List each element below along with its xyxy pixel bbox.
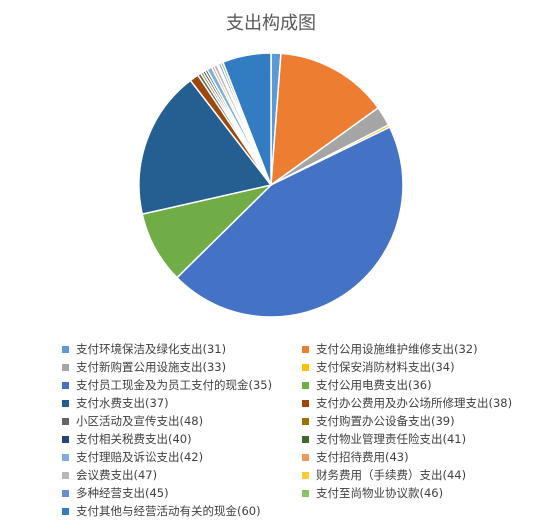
pie-slice-7 <box>138 79 273 216</box>
legend-label: 财务费用（手续费）支出(44) <box>316 468 467 482</box>
legend-swatch <box>62 399 69 407</box>
legend-item: 支付至尚物业协议款(46) <box>302 484 532 502</box>
chart-title: 支出构成图 <box>226 13 316 34</box>
legend-label: 支付至尚物业协议款(46) <box>316 486 444 500</box>
legend-swatch <box>302 471 309 479</box>
legend-swatch <box>62 435 69 443</box>
legend-swatch <box>62 471 69 479</box>
legend-item: 支付相关税费支出(40) <box>62 430 292 448</box>
legend-label: 支付水费支出(37) <box>76 396 169 410</box>
pie-slice-5 <box>175 126 404 318</box>
legend-item: 支付办公费用及办公场所修理支出(38) <box>302 394 532 412</box>
pie-chart <box>138 52 404 318</box>
legend-item: 支付公用电费支出(36) <box>302 376 532 394</box>
legend-swatch <box>302 399 309 407</box>
legend-swatch <box>62 489 69 497</box>
legend-item: 支付保安消防材料支出(34) <box>302 358 532 376</box>
legend-item: 支付招待费用(43) <box>302 448 532 466</box>
legend-swatch <box>62 417 69 425</box>
legend-item: 支付其他与经营活动有关的现金(60) <box>62 502 292 520</box>
legend-item: 支付公用设施维护维修支出(32) <box>302 340 532 358</box>
legend-label: 支付新购置公用设施支出(33) <box>76 360 227 374</box>
legend-label: 支付相关税费支出(40) <box>76 432 192 446</box>
legend-swatch <box>302 345 309 353</box>
legend-swatch <box>302 381 309 389</box>
legend-item: 支付水费支出(37) <box>62 394 292 412</box>
legend-swatch <box>302 453 309 461</box>
legend-swatch <box>62 453 69 461</box>
legend-label: 支付保安消防材料支出(34) <box>316 360 455 374</box>
legend-item: 多种经营支出(45) <box>62 484 292 502</box>
legend-label: 支付办公费用及办公场所修理支出(38) <box>316 396 513 410</box>
legend-label: 会议费支出(47) <box>76 468 158 482</box>
legend-item: 小区活动及宣传支出(48) <box>62 412 292 430</box>
legend-label: 支付招待费用(43) <box>316 450 409 464</box>
legend-swatch <box>62 363 69 371</box>
legend-swatch <box>62 381 69 389</box>
pie-slice-2 <box>270 52 380 187</box>
legend-item: 会议费支出(47) <box>62 466 292 484</box>
legend-swatch <box>62 345 69 353</box>
legend-swatch <box>302 435 309 443</box>
legend-item: 支付新购置公用设施支出(33) <box>62 358 292 376</box>
legend-swatch <box>62 507 69 515</box>
legend-label: 支付公用设施维护维修支出(32) <box>316 342 478 356</box>
legend-label: 支付理赔及诉讼支出(42) <box>76 450 204 464</box>
legend-item: 支付物业管理责任险支出(41) <box>302 430 532 448</box>
legend-item: 支付理赔及诉讼支出(42) <box>62 448 292 466</box>
legend-label: 支付物业管理责任险支出(41) <box>316 432 467 446</box>
legend-swatch <box>302 417 309 425</box>
legend-item: 支付环境保洁及绿化支出(31) <box>62 340 292 358</box>
legend-swatch <box>302 489 309 497</box>
legend-swatch <box>302 363 309 371</box>
legend-label: 支付员工现金及为员工支付的现金(35) <box>76 378 273 392</box>
legend-item: 财务费用（手续费）支出(44) <box>302 466 532 484</box>
pie-slice-19 <box>221 52 272 186</box>
legend-item: 支付员工现金及为员工支付的现金(35) <box>62 376 292 394</box>
legend-label: 多种经营支出(45) <box>76 486 169 500</box>
legend-label: 支付购置办公设备支出(39) <box>316 414 455 428</box>
legend-label: 小区活动及宣传支出(48) <box>76 414 204 428</box>
legend-item: 支付购置办公设备支出(39) <box>302 412 532 430</box>
legend-label: 支付公用电费支出(36) <box>316 378 432 392</box>
chart-legend: 支付环境保洁及绿化支出(31) 支付公用设施维护维修支出(32) 支付新购置公用设施… <box>62 340 532 520</box>
legend-label: 支付其他与经营活动有关的现金(60) <box>76 504 261 518</box>
legend-label: 支付环境保洁及绿化支出(31) <box>76 342 227 356</box>
